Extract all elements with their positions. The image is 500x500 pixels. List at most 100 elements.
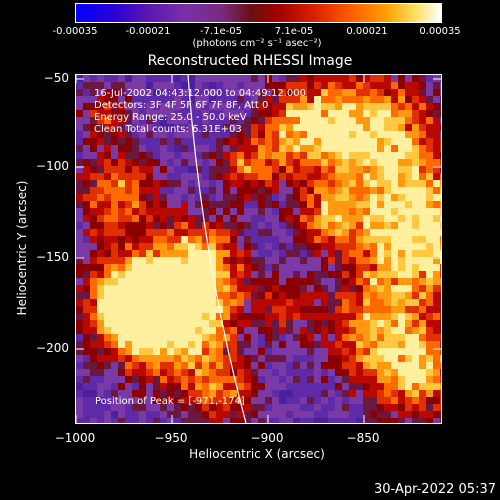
image-pixel xyxy=(307,397,314,404)
image-pixel xyxy=(125,341,132,348)
image-pixel xyxy=(174,166,181,173)
image-pixel xyxy=(174,215,181,222)
image-pixel xyxy=(377,82,384,89)
image-pixel xyxy=(230,89,237,96)
image-pixel xyxy=(97,369,104,376)
image-pixel xyxy=(146,404,153,411)
image-pixel xyxy=(321,215,328,222)
image-pixel xyxy=(419,138,426,145)
image-pixel xyxy=(279,222,286,229)
image-pixel xyxy=(405,292,412,299)
image-pixel xyxy=(209,222,216,229)
image-pixel xyxy=(139,187,146,194)
image-pixel xyxy=(265,257,272,264)
image-pixel xyxy=(321,173,328,180)
image-pixel xyxy=(321,75,328,82)
image-pixel xyxy=(279,117,286,124)
image-pixel xyxy=(314,355,321,362)
image-pixel xyxy=(384,236,391,243)
image-pixel xyxy=(160,362,167,369)
image-pixel xyxy=(195,341,202,348)
image-pixel xyxy=(118,264,125,271)
image-pixel xyxy=(384,418,391,423)
image-pixel xyxy=(167,264,174,271)
image-pixel xyxy=(153,306,160,313)
x-tick: −850 xyxy=(346,431,380,445)
image-pixel xyxy=(433,390,440,397)
image-pixel xyxy=(153,208,160,215)
image-pixel xyxy=(384,180,391,187)
image-pixel xyxy=(363,306,370,313)
image-pixel xyxy=(335,355,342,362)
image-pixel xyxy=(314,110,321,117)
image-pixel xyxy=(363,229,370,236)
image-pixel xyxy=(216,243,223,250)
image-pixel xyxy=(202,264,209,271)
image-pixel xyxy=(398,264,405,271)
image-pixel xyxy=(377,404,384,411)
image-pixel xyxy=(216,131,223,138)
image-pixel xyxy=(146,124,153,131)
image-pixel xyxy=(216,117,223,124)
image-pixel xyxy=(279,411,286,418)
image-pixel xyxy=(251,299,258,306)
image-pixel xyxy=(321,180,328,187)
image-pixel xyxy=(356,271,363,278)
image-pixel xyxy=(118,390,125,397)
image-pixel xyxy=(223,369,230,376)
image-pixel xyxy=(419,152,426,159)
image-pixel xyxy=(139,166,146,173)
image-pixel xyxy=(405,166,412,173)
image-pixel xyxy=(230,75,237,82)
image-pixel xyxy=(405,397,412,404)
image-pixel xyxy=(153,159,160,166)
image-pixel xyxy=(188,271,195,278)
image-pixel xyxy=(293,306,300,313)
image-pixel xyxy=(314,75,321,82)
image-pixel xyxy=(342,383,349,390)
image-pixel xyxy=(209,320,216,327)
image-pixel xyxy=(153,362,160,369)
image-pixel xyxy=(139,138,146,145)
image-pixel xyxy=(356,327,363,334)
image-pixel xyxy=(272,117,279,124)
image-pixel xyxy=(111,117,118,124)
image-pixel xyxy=(104,117,111,124)
image-pixel xyxy=(405,187,412,194)
image-pixel xyxy=(440,96,441,103)
image-pixel xyxy=(76,257,83,264)
image-pixel xyxy=(391,299,398,306)
image-pixel xyxy=(111,180,118,187)
image-pixel xyxy=(300,152,307,159)
image-pixel xyxy=(195,89,202,96)
image-pixel xyxy=(139,124,146,131)
image-pixel xyxy=(209,355,216,362)
info-time: 16-Jul-2002 04:43:12.000 to 04:49:12.000 xyxy=(94,88,306,99)
image-pixel xyxy=(146,131,153,138)
image-pixel xyxy=(405,110,412,117)
image-pixel xyxy=(181,341,188,348)
image-pixel xyxy=(279,348,286,355)
image-pixel xyxy=(335,341,342,348)
image-pixel xyxy=(279,376,286,383)
image-pixel xyxy=(384,145,391,152)
image-pixel xyxy=(265,383,272,390)
image-pixel xyxy=(349,369,356,376)
image-pixel xyxy=(440,229,441,236)
image-pixel xyxy=(384,173,391,180)
image-pixel xyxy=(391,243,398,250)
image-pixel xyxy=(265,110,272,117)
image-pixel xyxy=(363,390,370,397)
image-pixel xyxy=(104,236,111,243)
image-pixel xyxy=(419,418,426,423)
image-pixel xyxy=(90,397,97,404)
image-pixel xyxy=(90,229,97,236)
image-pixel xyxy=(195,376,202,383)
image-pixel xyxy=(363,313,370,320)
image-pixel xyxy=(111,292,118,299)
image-pixel xyxy=(398,257,405,264)
image-pixel xyxy=(244,278,251,285)
image-pixel xyxy=(398,327,405,334)
image-pixel xyxy=(328,327,335,334)
image-pixel xyxy=(174,334,181,341)
